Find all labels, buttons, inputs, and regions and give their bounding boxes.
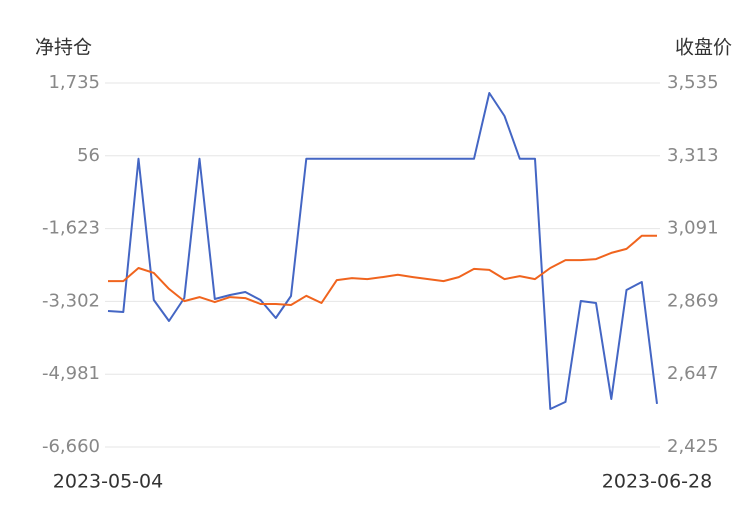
y-tick-label: 1,735: [48, 72, 100, 93]
y-axis-title: 净持仓: [35, 37, 92, 59]
data-line: [108, 234, 657, 306]
y-tick-label: -4,981: [42, 363, 100, 384]
y2-tick-label: 2,869: [667, 290, 719, 311]
y2-tick-label: 3,535: [667, 72, 719, 93]
y-tick-label: -6,660: [42, 436, 100, 457]
data-line: [107, 92, 658, 410]
y-tick-label: 56: [77, 145, 100, 166]
y2-tick-label: 2,425: [667, 436, 719, 457]
x-tick-label: 2023-05-04: [53, 471, 163, 493]
x-tick-label: 2023-06-28: [602, 471, 712, 493]
y2-tick-label: 3,313: [667, 145, 719, 166]
y-tick-label: -3,302: [42, 290, 100, 311]
y2-tick-label: 3,091: [667, 218, 719, 239]
y2-tick-label: 2,647: [667, 363, 719, 384]
y-tick-label: -1,623: [42, 218, 100, 239]
y2-axis-title: 收盘价: [675, 37, 732, 59]
